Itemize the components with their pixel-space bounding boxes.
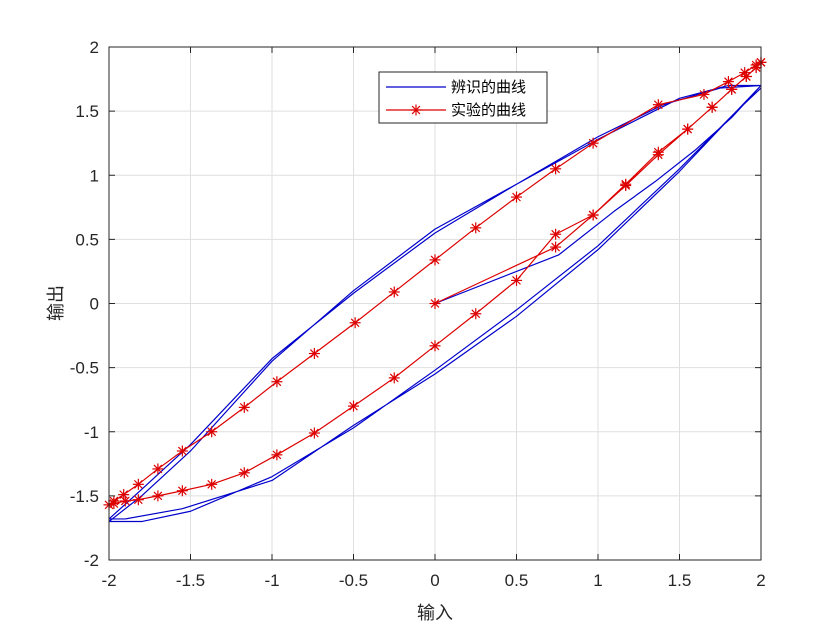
x-tick-labels: -2 -1.5 -1 -0.5 0 0.5 1 1.5 2 [101, 571, 765, 590]
series-line-0 [109, 84, 761, 523]
data-point-marker [132, 494, 144, 506]
data-point-marker [587, 137, 599, 149]
data-point-marker [348, 400, 359, 412]
data-point-marker [429, 340, 441, 352]
x-tick-label: 0 [430, 571, 439, 590]
y-tick-label: -2 [84, 551, 99, 570]
data-point-marker [271, 376, 283, 388]
data-point-marker [550, 241, 562, 253]
data-point-marker [682, 123, 694, 135]
data-point-marker [308, 348, 320, 360]
x-tick-label: 1.5 [668, 571, 692, 590]
y-tick-label: -1.5 [70, 487, 99, 506]
data-point-marker [238, 467, 250, 479]
x-tick-label: -2 [101, 571, 116, 590]
data-point-marker [698, 88, 710, 100]
marker-layer [103, 56, 767, 511]
data-point-marker [108, 498, 120, 510]
data-point-marker [119, 495, 131, 507]
x-tick-label: -1 [264, 571, 279, 590]
data-point-marker [429, 254, 441, 266]
y-tick-label: 0.5 [75, 230, 99, 249]
data-point-marker [349, 317, 361, 329]
data-point-marker [271, 449, 283, 461]
x-tick-label: 0.5 [505, 571, 529, 590]
data-point-marker [652, 146, 664, 158]
data-point-marker [511, 274, 522, 286]
x-tick-label: -0.5 [339, 571, 368, 590]
data-point-marker [429, 298, 441, 309]
y-axis-label: 输出 [46, 285, 66, 321]
legend-label-identified: 辨识的曲线 [451, 79, 526, 96]
data-point-marker [410, 104, 422, 116]
legend: 辨识的曲线 实验的曲线 [378, 71, 548, 124]
data-point-marker [470, 308, 482, 320]
data-point-marker [206, 478, 218, 490]
data-point-marker [132, 478, 144, 490]
x-tick-label: 2 [756, 571, 765, 590]
data-point-marker [587, 209, 599, 221]
data-point-marker [550, 163, 562, 175]
data-point-marker [206, 426, 218, 438]
data-point-marker [470, 222, 482, 234]
data-point-marker [176, 485, 188, 497]
data-point-marker [152, 490, 164, 502]
x-tick-label: -1.5 [176, 571, 205, 590]
x-tick-label: 1 [593, 571, 602, 590]
data-point-marker [238, 401, 250, 413]
y-tick-label: 1.5 [75, 102, 99, 121]
data-point-marker [550, 228, 562, 240]
y-tick-label: 2 [90, 38, 99, 57]
data-point-marker [620, 178, 632, 190]
data-point-marker [176, 445, 188, 457]
data-point-marker [118, 489, 130, 501]
data-point-marker [152, 463, 164, 475]
tick-marks [108, 46, 762, 561]
y-tick-label: -1 [84, 423, 99, 442]
data-point-marker [388, 286, 400, 298]
y-tick-label: 0 [90, 295, 99, 314]
data-point-marker [308, 427, 320, 439]
data-point-marker [740, 70, 752, 82]
data-point-marker [652, 99, 664, 111]
legend-label-experimental: 实验的曲线 [451, 102, 526, 119]
data-point-marker [726, 83, 738, 95]
y-tick-label: -0.5 [70, 359, 99, 378]
y-tick-label: 1 [90, 166, 99, 185]
data-point-marker [511, 191, 522, 203]
x-axis-label: 输入 [417, 603, 453, 623]
legend-marker-experimental [410, 104, 422, 116]
legend-box [378, 71, 548, 124]
y-tick-labels: -2 -1.5 -1 -0.5 0 0.5 1 1.5 2 [70, 38, 99, 570]
data-point-marker [706, 101, 718, 113]
data-point-marker [388, 372, 400, 384]
